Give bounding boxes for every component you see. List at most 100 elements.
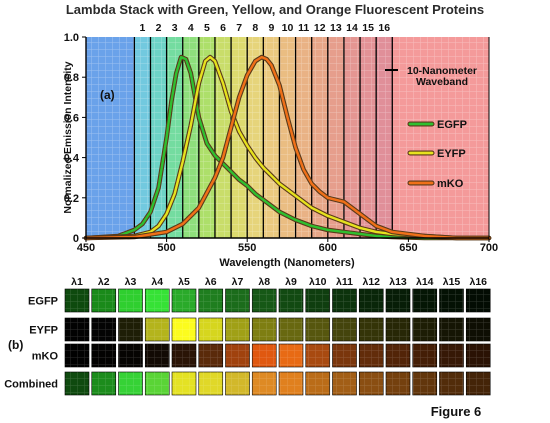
cell-texture <box>145 289 170 312</box>
waveband-label-11: 11 <box>298 22 309 34</box>
cell-texture <box>118 289 143 312</box>
waveband-label-6: 6 <box>220 22 226 34</box>
column-label-2: λ2 <box>98 276 110 288</box>
waveband-number-labels: 1 2 3 4 5 6 7 8 9 10 11 12 13 14 15 16 <box>139 22 390 34</box>
cell-texture <box>91 344 116 367</box>
eyfp-curve <box>84 55 491 240</box>
x-tick-label: 550 <box>238 242 256 254</box>
cell-texture <box>279 289 303 312</box>
x-tick-label: 700 <box>480 242 498 254</box>
spectrum-plot: 1 2 3 4 5 6 7 8 9 10 11 12 13 14 15 16 00.20.40.60.81.0… <box>62 22 498 269</box>
cell-texture <box>225 372 250 395</box>
cell-texture <box>225 318 250 341</box>
legend-label-mko: mKO <box>437 178 464 190</box>
cell-texture <box>118 372 143 395</box>
cell-texture <box>198 344 223 367</box>
cell-texture <box>359 344 384 367</box>
cell-texture <box>412 318 437 341</box>
column-label-15: λ15 <box>443 276 461 288</box>
y-tick-label: 0.4 <box>64 153 80 165</box>
column-label-3: λ3 <box>125 276 137 288</box>
cell-texture <box>305 289 330 312</box>
column-labels: λ1 λ2 λ3 λ4 λ5 λ6 λ7 λ8 λ9 λ10 λ11 λ12 λ13 λ14 λ15 λ16 <box>71 276 487 288</box>
cell-texture <box>412 344 437 367</box>
row-label-mko: mKO <box>32 351 59 363</box>
cell-texture <box>172 289 196 312</box>
column-label-7: λ7 <box>232 276 244 288</box>
emission-curves <box>83 54 492 241</box>
column-label-9: λ9 <box>285 276 297 288</box>
cell-texture <box>386 372 410 395</box>
cell-texture <box>145 372 170 395</box>
waveband-label-4: 4 <box>188 22 194 34</box>
cell-texture <box>145 318 170 341</box>
cell-texture <box>198 289 223 312</box>
x-tick-labels: 450 500 550 600 650 700 <box>77 238 498 254</box>
cell-texture <box>412 289 437 312</box>
cell-texture <box>252 372 277 395</box>
waveband-label-14: 14 <box>346 22 358 34</box>
panel-b-label: (b) <box>8 338 23 352</box>
waveband-label-15: 15 <box>362 22 374 34</box>
cell-texture <box>91 289 116 312</box>
cell-texture <box>305 318 330 341</box>
panel-a-label: (a) <box>100 88 115 102</box>
row-label-combined: Combined <box>4 379 58 391</box>
cell-texture <box>252 289 277 312</box>
cell-texture <box>359 372 384 395</box>
x-tick-label: 450 <box>77 242 95 254</box>
cell-texture <box>386 289 410 312</box>
y-tick-label: 0.6 <box>64 112 79 124</box>
cell-texture <box>466 318 491 341</box>
cell-texture <box>172 318 196 341</box>
cell-texture <box>386 318 410 341</box>
cell-texture <box>466 372 491 395</box>
lambda-stack-panel: λ1 λ2 λ3 λ4 λ5 λ6 λ7 λ8 λ9 λ10 λ11 λ12 λ13 λ14 λ15 λ16 … <box>4 276 491 396</box>
legend: EGFP EYFP mKO <box>407 119 467 190</box>
cell-texture <box>332 372 357 395</box>
column-label-6: λ6 <box>205 276 217 288</box>
row-label-egfp: EGFP <box>28 296 58 308</box>
y-tick-label: 0.8 <box>64 72 79 84</box>
y-tick-label: 1.0 <box>64 32 79 44</box>
waveband-label-8: 8 <box>252 22 258 34</box>
column-label-11: λ11 <box>336 276 353 288</box>
cell-texture <box>305 344 330 367</box>
egfp-curve <box>84 55 491 240</box>
legend-label-eyfp: EYFP <box>437 148 466 160</box>
column-label-10: λ10 <box>309 276 327 288</box>
cell-texture <box>305 372 330 395</box>
cell-texture <box>91 372 116 395</box>
heatmap-cells <box>64 288 491 396</box>
legend-label-egfp: EGFP <box>437 119 467 131</box>
cell-texture <box>252 344 277 367</box>
y-tick-labels: 0 0.2 0.4 0.6 0.8 1.0 <box>64 32 86 245</box>
cell-texture <box>65 372 89 395</box>
cell-texture <box>279 318 303 341</box>
cell-texture <box>412 372 437 395</box>
x-tick-label: 500 <box>157 242 175 254</box>
plot-axes <box>85 37 490 239</box>
cell-texture <box>91 318 116 341</box>
cell-texture <box>118 344 143 367</box>
waveband-label-10: 10 <box>282 22 294 34</box>
cell-texture <box>118 318 143 341</box>
cell-texture <box>439 289 464 312</box>
waveband-label-5: 5 <box>204 22 210 34</box>
waveband-label-3: 3 <box>172 22 178 34</box>
cell-texture <box>386 344 410 367</box>
cell-texture <box>359 289 384 312</box>
cell-texture <box>172 372 196 395</box>
row-labels: EGFP EYFP mKO Combined <box>4 296 58 391</box>
cell-texture <box>359 318 384 341</box>
waveband-label-2: 2 <box>156 22 162 34</box>
x-tick-label: 600 <box>319 242 337 254</box>
column-label-1: λ1 <box>71 276 83 288</box>
cell-texture <box>65 344 89 367</box>
cell-texture <box>279 344 303 367</box>
cell-texture <box>198 372 223 395</box>
mko-curve <box>84 55 491 240</box>
cell-texture <box>225 289 250 312</box>
y-axis-label: Normalized Emission Intensity <box>62 61 74 213</box>
waveband-label-9: 9 <box>268 22 274 34</box>
